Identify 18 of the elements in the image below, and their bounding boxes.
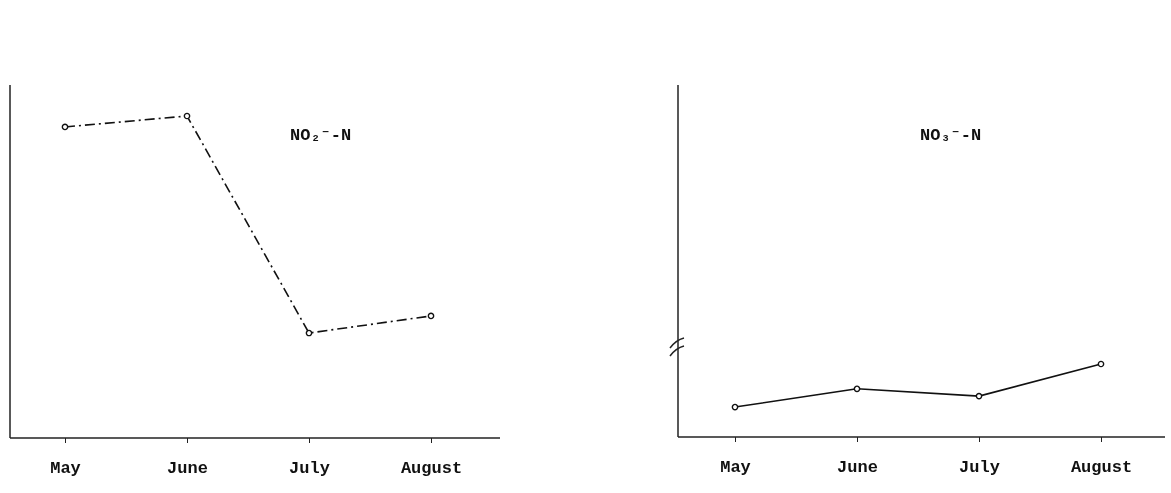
point	[61, 123, 69, 131]
x-tick-label: August	[1070, 458, 1133, 478]
x-tick-label: June	[167, 459, 208, 479]
x-tick-label: August	[400, 459, 463, 479]
point	[975, 392, 983, 400]
point	[853, 385, 861, 393]
x-tick-label: May	[720, 458, 751, 478]
point	[427, 312, 435, 320]
x-tick-label: July	[289, 459, 330, 479]
text: NO₃⁻-N	[920, 126, 982, 145]
point	[183, 112, 191, 120]
x-tick-label: June	[837, 458, 878, 478]
point	[1097, 360, 1105, 368]
text: NO₂⁻-N	[290, 126, 352, 145]
x-tick-label: May	[50, 459, 81, 479]
point	[731, 403, 739, 411]
x-tick-label: July	[959, 458, 1000, 478]
point	[305, 329, 313, 337]
